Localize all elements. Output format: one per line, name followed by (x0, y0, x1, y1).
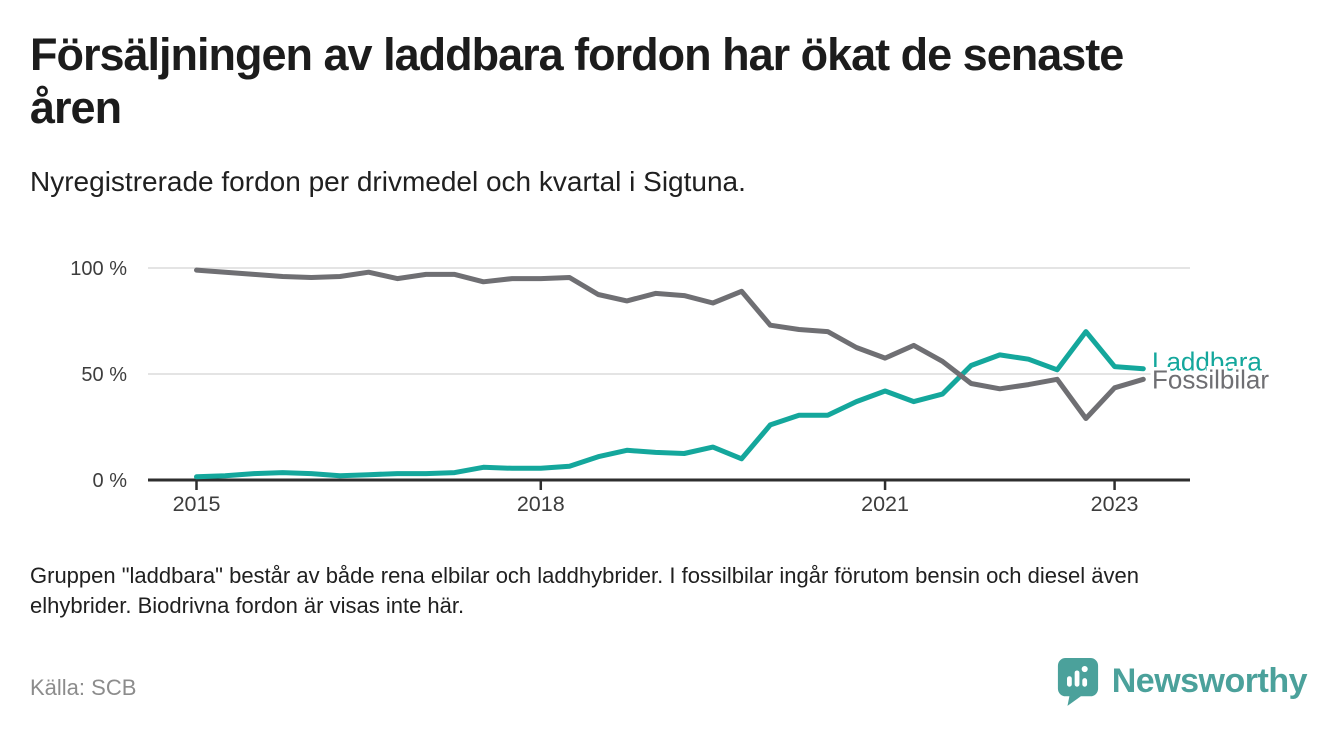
bar-2 (1074, 670, 1080, 687)
chart-subtitle: Nyregistrerade fordon per drivmedel och … (30, 166, 746, 197)
page-title-line-1: Försäljningen av laddbara fordon har öka… (30, 29, 1124, 80)
x-tick-label-2015: 2015 (173, 492, 221, 516)
y-tick-label-50: 50 % (81, 364, 127, 386)
series-line-laddbara (194, 329, 1146, 480)
footnote: Gruppen "laddbara" består av både rena e… (30, 561, 1139, 621)
footnote-line-1: Gruppen "laddbara" består av både rena e… (30, 563, 1139, 588)
series-line-fossilbilar (194, 267, 1146, 421)
page-title: Försäljningen av laddbara fordon har öka… (30, 28, 1124, 134)
newsworthy-logo-text: Newsworthy (1111, 661, 1308, 700)
page-title-line-2: åren (30, 82, 122, 133)
exclamation-dot (1081, 665, 1088, 673)
source-credit: Källa: SCB (30, 675, 137, 700)
x-tick-label-2021: 2021 (861, 492, 909, 516)
series-label-laddbara: Laddbara (1152, 347, 1262, 377)
y-tick-label-100: 100 % (70, 258, 127, 280)
x-tick-label-2018: 2018 (517, 492, 565, 516)
bar-3 (1082, 678, 1087, 687)
newsworthy-logo: Newsworthy (1056, 656, 1308, 706)
footnote-line-2: elhybrider. Biodrivna fordon är visas in… (30, 593, 465, 618)
newsworthy-speech-bubble-bar-chart-icon (1057, 658, 1098, 706)
x-tick-label-2023: 2023 (1091, 492, 1139, 516)
y-tick-label-0: 0 % (93, 470, 128, 492)
bar-1 (1066, 676, 1072, 687)
series-label-fossilbilar: Fossilbilar (1152, 364, 1269, 394)
